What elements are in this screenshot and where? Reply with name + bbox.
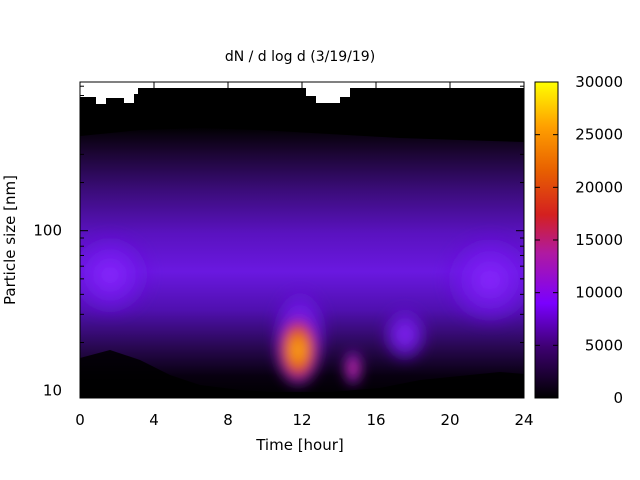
x-tick-label: 8 xyxy=(223,411,233,429)
colorbar-tick-label: 0 xyxy=(613,389,623,407)
chart-title: dN / d log d (3/19/19) xyxy=(225,49,375,65)
heatmap-blob-right xyxy=(440,230,524,330)
heatmap-blob-secondary xyxy=(343,348,363,388)
y-tick-label: 100 xyxy=(33,222,62,240)
colorbar-tick-label: 25000 xyxy=(575,126,623,144)
y-axis-label: Particle size [nm] xyxy=(1,175,19,305)
heatmap-blob-evening xyxy=(380,305,430,365)
x-tick-label: 12 xyxy=(292,411,311,429)
heatmap-area xyxy=(80,82,524,398)
x-tick-label: 0 xyxy=(75,411,85,429)
colorbar-axis: 0 5000 10000 15000 20000 25000 30000 xyxy=(535,73,623,407)
heatmap-no-data-top xyxy=(80,82,524,104)
x-tick-label: 4 xyxy=(149,411,159,429)
y-axis: 10 100 xyxy=(33,85,524,400)
x-tick-label: 16 xyxy=(366,411,385,429)
x-tick-label: 24 xyxy=(514,411,533,429)
colorbar-tick-label: 15000 xyxy=(575,231,623,249)
heatmap-bottom-dark xyxy=(80,350,524,398)
colorbar-tick-label: 10000 xyxy=(575,284,623,302)
colorbar-tick-label: 5000 xyxy=(585,336,623,354)
heatmap-blob-left xyxy=(80,230,155,320)
heatmap-top-dark xyxy=(80,82,524,142)
x-axis-label: Time [hour] xyxy=(255,436,344,454)
colorbar-tick-label: 20000 xyxy=(575,178,623,196)
heatmap-hotspot xyxy=(274,312,322,388)
x-tick-label: 20 xyxy=(440,411,459,429)
y-tick-label: 10 xyxy=(43,382,62,400)
x-axis: 0 4 8 12 16 20 24 xyxy=(75,82,534,429)
colorbar-tick-label: 30000 xyxy=(575,73,623,91)
